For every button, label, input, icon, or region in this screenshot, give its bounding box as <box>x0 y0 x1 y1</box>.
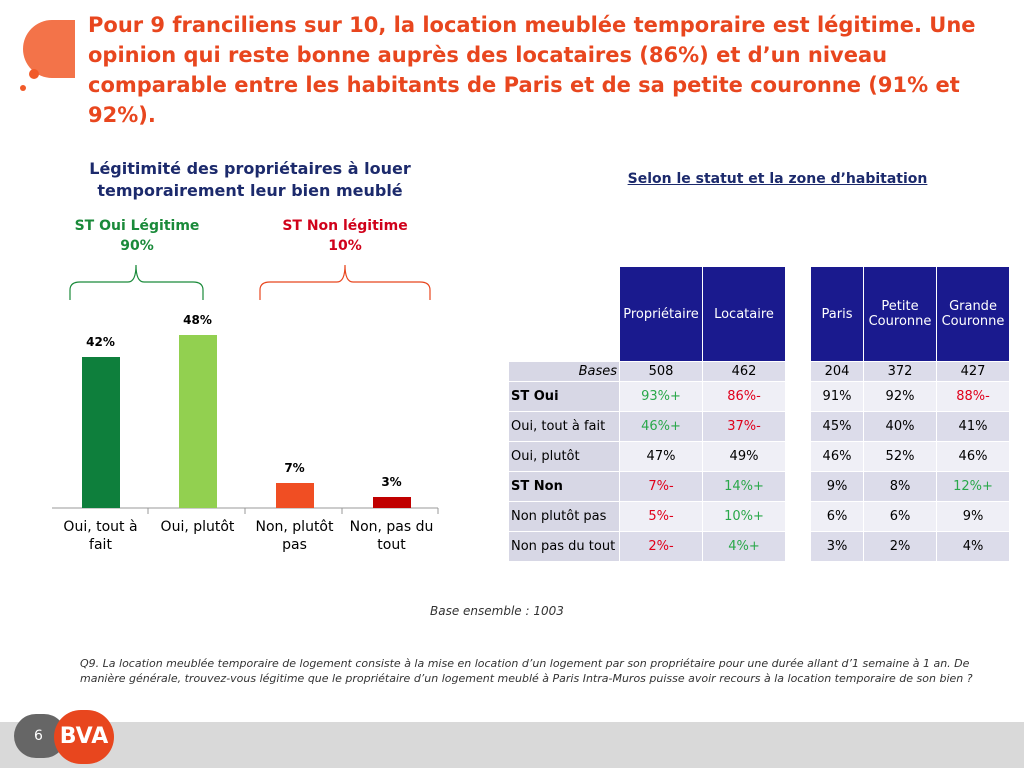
cell: 40% <box>863 411 937 442</box>
category-label: Oui, tout à fait <box>63 519 138 553</box>
brace <box>69 264 204 300</box>
cell: 6% <box>810 501 864 532</box>
row-label: Oui, tout à fait <box>508 411 620 442</box>
cell: 41% <box>936 411 1010 442</box>
column-header: Propriétaire <box>619 266 703 362</box>
table-row: 9% 8% 12%+ <box>810 471 1010 502</box>
cell: 47% <box>619 441 703 472</box>
cell: 6% <box>863 501 937 532</box>
category-label: Oui, plutôt <box>160 519 235 535</box>
data-table: Paris Petite Couronne Grande Couronne 204 37… <box>810 266 1010 562</box>
group-name: ST Non légitime <box>282 218 408 234</box>
table-row: Oui, tout à fait 46%+ 37%- <box>508 411 786 442</box>
cell: 9% <box>936 501 1010 532</box>
cell: 46%+ <box>619 411 703 442</box>
column-header: Locataire <box>702 266 786 362</box>
cell: 2%- <box>619 531 703 562</box>
column-header: Petite Couronne <box>863 266 937 362</box>
cell: 52% <box>863 441 937 472</box>
row-label: Non plutôt pas <box>508 501 620 532</box>
bar <box>275 482 314 508</box>
brace <box>259 264 431 300</box>
cell: 12%+ <box>936 471 1010 502</box>
cell: 8% <box>863 471 937 502</box>
table-row: Oui, plutôt 47% 49% <box>508 441 786 472</box>
value-label: 48% <box>183 313 212 328</box>
table-row: Non plutôt pas 5%- 10%+ <box>508 501 786 532</box>
table-row: ST Non 7%- 14%+ <box>508 471 786 502</box>
data-table: Propriétaire Locataire Bases 508 462 ST Oui 93… <box>508 266 786 562</box>
group-label: ST Oui Légitime 90% <box>52 216 222 256</box>
table-row: 46% 52% 46% <box>810 441 1010 472</box>
cell: 46% <box>810 441 864 472</box>
group-total: 10% <box>328 238 362 254</box>
table-row: 45% 40% 41% <box>810 411 1010 442</box>
group-total: 90% <box>120 238 154 254</box>
table-subtitle: Selon le statut et la zone d’habitation <box>627 171 928 187</box>
row-label: Non pas du tout <box>508 531 620 562</box>
corner <box>508 266 620 362</box>
cell: 88%- <box>936 381 1010 412</box>
cell: 4%+ <box>702 531 786 562</box>
cell: 49% <box>702 441 786 472</box>
cell: 92% <box>863 381 937 412</box>
category-label: Non, plutôt pas <box>255 519 334 553</box>
cell: 93%+ <box>619 381 703 412</box>
footer <box>0 722 1024 768</box>
cell: 2% <box>863 531 937 562</box>
table-row: 3% 2% 4% <box>810 531 1010 562</box>
cell: 91% <box>810 381 864 412</box>
cell: 86%- <box>702 381 786 412</box>
cell: 10%+ <box>702 501 786 532</box>
row-label: ST Oui <box>508 381 620 412</box>
table-row: ST Oui 93%+ 86%- <box>508 381 786 412</box>
logo-shape <box>23 20 76 78</box>
value-label: 3% <box>381 475 402 490</box>
cell: 204 <box>810 361 864 382</box>
table-row: 91% 92% 88%- <box>810 381 1010 412</box>
value-label: 42% <box>86 334 115 349</box>
cell: 427 <box>936 361 1010 382</box>
group-name: ST Oui Légitime <box>74 218 200 234</box>
table-row: 204 372 427 <box>810 361 1010 382</box>
column-header: Grande Couronne <box>936 266 1010 362</box>
cell: 508 <box>619 361 703 382</box>
cell: 45% <box>810 411 864 442</box>
row-label: Bases <box>508 361 620 382</box>
question: Q9. La location meublée temporaire de lo… <box>80 657 973 685</box>
cell: 46% <box>936 441 1010 472</box>
table-row: Bases 508 462 <box>508 361 786 382</box>
cell: 14%+ <box>702 471 786 502</box>
bar <box>81 356 120 508</box>
logo: BVA <box>54 710 114 764</box>
table-row: Non pas du tout 2%- 4%+ <box>508 531 786 562</box>
value-label: 7% <box>284 460 305 475</box>
chart-title: Légitimité des propriétaires à louer tem… <box>89 159 411 200</box>
base-note: Base ensemble : 1003 <box>430 604 564 618</box>
header-row: Propriétaire Locataire <box>508 266 786 362</box>
cell: 37%- <box>702 411 786 442</box>
dot <box>20 85 26 91</box>
category-label: Non, pas du tout <box>349 519 434 553</box>
slide-title: Pour 9 franciliens sur 10, la location m… <box>88 13 976 127</box>
dot <box>29 69 39 79</box>
header-row: Paris Petite Couronne Grande Couronne <box>810 266 1010 362</box>
table-row: 6% 6% 9% <box>810 501 1010 532</box>
row-label: ST Non <box>508 471 620 502</box>
row-label: Oui, plutôt <box>508 441 620 472</box>
bar <box>372 497 411 508</box>
bar <box>178 335 217 508</box>
column-header: Paris <box>810 266 864 362</box>
cell: 372 <box>863 361 937 382</box>
cell: 5%- <box>619 501 703 532</box>
cell: 462 <box>702 361 786 382</box>
cell: 7%- <box>619 471 703 502</box>
group-label: ST Non légitime 10% <box>260 216 430 256</box>
cell: 3% <box>810 531 864 562</box>
cell: 4% <box>936 531 1010 562</box>
cell: 9% <box>810 471 864 502</box>
